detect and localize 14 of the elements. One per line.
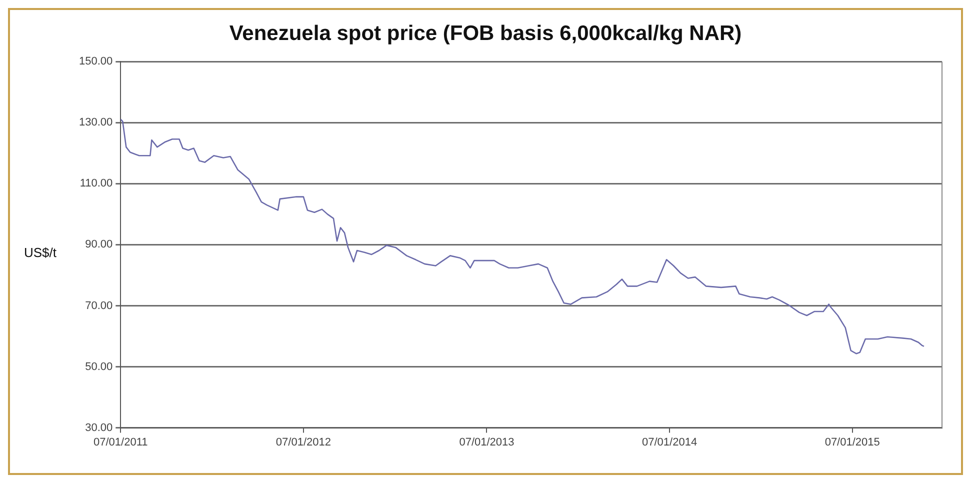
x-tick-label: 07/01/2013 (459, 436, 514, 448)
x-tick-label: 07/01/2015 (824, 436, 880, 448)
y-tick-label: 150.00 (78, 56, 113, 68)
y-tick-label: 50.00 (85, 360, 113, 373)
y-tick-label: 110.00 (80, 178, 113, 190)
y-tick-label: 130.00 (78, 116, 113, 129)
x-tick-label: 07/01/2011 (94, 436, 148, 448)
chart-title: Venezuela spot price (FOB basis 6,000kcal/kg NAR) (228, 22, 743, 46)
x-tick-label: 07/01/2012 (276, 436, 331, 448)
x-tick-label: 07/01/2014 (642, 436, 698, 448)
y-tick-label: 90.00 (85, 238, 113, 251)
y-axis-title: US$/t (23, 244, 58, 260)
y-tick-label: 30.00 (85, 422, 113, 434)
y-tick-label: 70.00 (85, 300, 113, 312)
